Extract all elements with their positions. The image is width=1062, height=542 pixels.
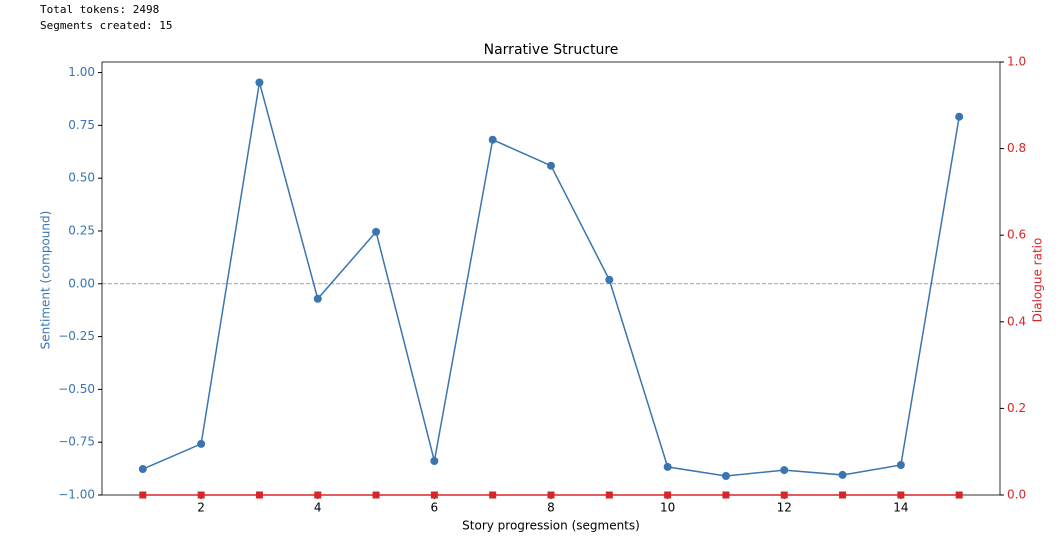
y-tick-label: −0.75 (58, 435, 95, 449)
x-tick-label: 14 (893, 501, 908, 515)
point (955, 491, 963, 499)
point (547, 161, 555, 170)
y2-tick-label: 0.4 (1007, 314, 1026, 328)
point (489, 491, 497, 499)
point (955, 112, 964, 121)
point (255, 491, 263, 499)
point (663, 462, 672, 471)
console-line: Segments created: 15 (40, 19, 172, 32)
console-line: Total tokens: 2498 (40, 3, 159, 16)
plot-frame (101, 61, 1001, 496)
y-tick-label: −0.25 (58, 329, 95, 343)
point (838, 470, 847, 479)
point (897, 491, 905, 499)
y-tick-label: 0.25 (68, 223, 95, 237)
x-axis-label: Story progression (segments) (462, 519, 640, 533)
y-tick-label: −0.50 (58, 382, 95, 396)
point (139, 491, 147, 499)
point (372, 227, 381, 236)
point (605, 275, 614, 284)
y-tick-label: 0.50 (68, 171, 95, 185)
x-tick-label: 12 (777, 501, 792, 515)
point (313, 294, 322, 303)
point (372, 491, 380, 499)
point (780, 491, 788, 499)
y2-tick-label: 0.2 (1007, 401, 1026, 415)
y-tick-label: 0.00 (68, 276, 95, 290)
y2-axis-label: Dialogue ratio (1031, 238, 1045, 323)
point (605, 491, 613, 499)
y-tick-label: 1.00 (68, 65, 95, 79)
point (721, 471, 730, 480)
point (722, 491, 730, 499)
y2-tick-label: 0.8 (1007, 141, 1026, 155)
point (488, 135, 497, 144)
x-tick-label: 6 (431, 501, 439, 515)
y-tick-label: 0.75 (68, 118, 95, 132)
point (780, 466, 789, 475)
point (430, 491, 438, 499)
y2-tick-label: 1.0 (1007, 55, 1026, 69)
point (314, 491, 322, 499)
series-line (142, 82, 960, 477)
y-axis-label: Sentiment (compound) (39, 211, 53, 350)
x-tick-label: 10 (660, 501, 675, 515)
point (664, 491, 672, 499)
point (839, 491, 847, 499)
point (197, 491, 205, 499)
x-tick-label: 8 (547, 501, 555, 515)
y2-tick-label: 0.6 (1007, 228, 1026, 242)
point (255, 78, 264, 87)
point (197, 439, 206, 448)
chart-title: Narrative Structure (484, 42, 619, 58)
x-tick-label: 4 (314, 501, 322, 515)
y2-tick-label: 0.0 (1007, 488, 1026, 502)
y-tick-label: −1.00 (58, 488, 95, 502)
point (896, 461, 905, 470)
x-tick-label: 2 (197, 501, 205, 515)
point (430, 456, 439, 465)
point (138, 465, 147, 474)
point (547, 491, 555, 499)
